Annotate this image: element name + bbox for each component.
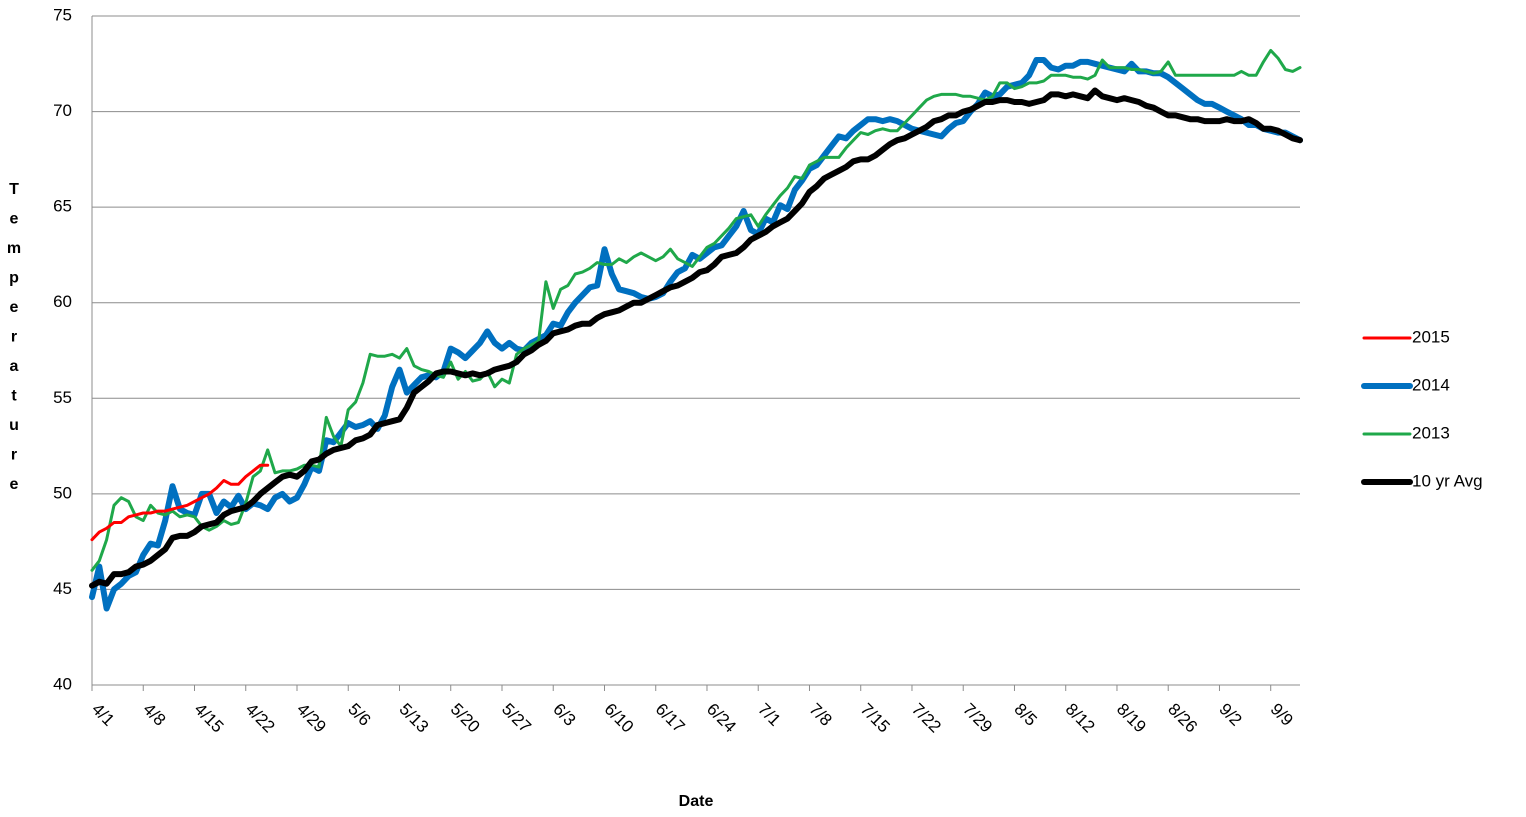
x-tick-label: 6/24 [703, 700, 740, 737]
x-tick-label: 5/27 [498, 700, 535, 737]
x-tick-label: 6/3 [549, 700, 579, 730]
x-tick-label: 7/15 [857, 700, 894, 737]
x-tick-label: 7/22 [908, 700, 945, 737]
y-tick-label: 50 [53, 483, 72, 502]
y-tick-label: 40 [53, 674, 72, 693]
x-tick-label: 9/2 [1215, 700, 1245, 730]
x-tick-label: 8/19 [1113, 700, 1150, 737]
x-tick-label: 7/8 [805, 700, 835, 730]
x-tick-label: 5/6 [344, 700, 374, 730]
x-tick-label: 4/22 [242, 700, 279, 737]
x-tick-label: 4/29 [293, 700, 330, 737]
x-tick-label: 8/12 [1062, 700, 1099, 737]
series-line [89, 87, 1303, 589]
legend-label: 2015 [1412, 327, 1450, 346]
x-tick-label: 4/15 [190, 700, 227, 737]
series-line [89, 57, 1303, 612]
y-tick-label: 75 [53, 5, 72, 24]
x-tick-label: 4/1 [88, 700, 118, 730]
y-tick-label: 65 [53, 197, 72, 216]
x-axis-title: Date [679, 793, 714, 810]
y-tick-label: 70 [53, 101, 72, 120]
x-tick-label: 8/5 [1010, 700, 1040, 730]
x-tick-label: 8/26 [1164, 700, 1201, 737]
x-tick-label: 6/10 [600, 700, 637, 737]
y-tick-label: 45 [53, 579, 72, 598]
legend-label: 10 yr Avg [1412, 471, 1483, 490]
x-tick-label: 9/9 [1267, 700, 1297, 730]
x-tick-label: 6/17 [652, 700, 689, 737]
series-line [90, 463, 270, 542]
series-line [90, 48, 1302, 572]
x-tick-label: 5/20 [447, 700, 484, 737]
x-tick-label: 4/8 [139, 700, 169, 730]
y-tick-label: 55 [53, 388, 72, 407]
x-tick-label: 7/29 [959, 700, 996, 737]
y-tick-label: 60 [53, 292, 72, 311]
x-tick-label: 5/13 [395, 700, 432, 737]
legend-label: 2013 [1412, 423, 1450, 442]
x-tick-label: 7/1 [754, 700, 784, 730]
legend-label: 2014 [1412, 375, 1450, 394]
